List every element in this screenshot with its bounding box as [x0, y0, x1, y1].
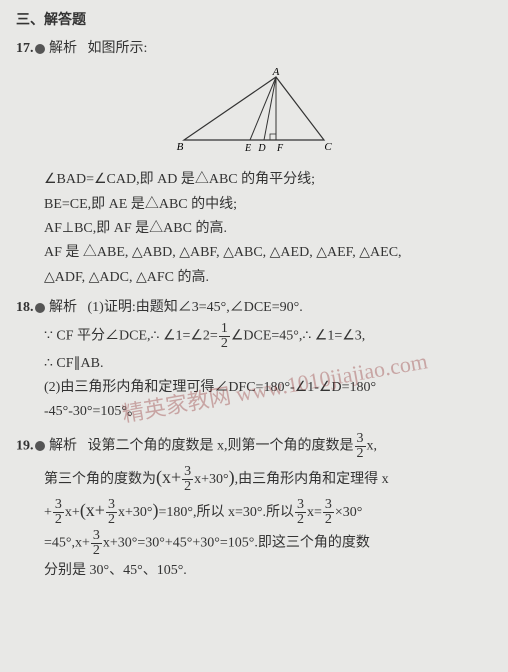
frac-den: 2	[53, 513, 64, 527]
p17-line2: BE=CE,即 AE 是△ABC 的中线;	[16, 194, 492, 216]
frac-den: 2	[295, 513, 306, 527]
p18-l2a: ∵ CF 平分∠DCE,∴ ∠1=∠2=	[44, 328, 218, 343]
p19-l4a: =45°,x+	[44, 536, 90, 551]
p18-header: 18. 解析 (1)证明:由题知∠3=45°,∠DCE=90°.	[16, 297, 492, 319]
p17-line1: ∠BAD=∠CAD,即 AD 是△ABC 的角平分线;	[16, 169, 492, 191]
line-ad	[264, 77, 276, 140]
frac-den: 2	[182, 480, 193, 494]
frac-half: 12	[219, 322, 230, 351]
p17-line4b: △ADF, △ADC, △AFC 的高.	[16, 267, 492, 289]
p19-l1a: 设第二个角的度数是 x,则第一个角的度数是	[88, 438, 354, 453]
p18-number: 18.	[16, 300, 34, 315]
bullet-icon	[35, 303, 45, 313]
frac-den: 2	[91, 544, 102, 558]
expr-mid: x+30°	[194, 472, 229, 487]
p17-header: 17. 解析 如图所示:	[16, 38, 492, 60]
problem-18: 18. 解析 (1)证明:由题知∠3=45°,∠DCE=90°. ∵ CF 平分…	[16, 297, 492, 424]
label-d: D	[257, 143, 266, 154]
frac-num: 3	[355, 432, 366, 447]
frac-den: 2	[106, 513, 117, 527]
p17-label: 解析	[49, 41, 77, 56]
paren-open: (x+	[156, 467, 181, 487]
p17-line3: AF⊥BC,即 AF 是△ABC 的高.	[16, 218, 492, 240]
frac-num: 3	[106, 498, 117, 513]
paren-open2: (x+	[80, 500, 105, 520]
p18-label: 解析	[49, 300, 77, 315]
frac-32-d: 32	[106, 498, 117, 527]
p18-line2: ∵ CF 平分∠DCE,∴ ∠1=∠2=12∠DCE=45°,∴ ∠1=∠3,	[16, 322, 492, 351]
p17-number: 17.	[16, 41, 34, 56]
p19-label: 解析	[49, 438, 77, 453]
frac-32-a: 32	[355, 432, 366, 461]
p18-line1: (1)证明:由题知∠3=45°,∠DCE=90°.	[88, 300, 303, 315]
p18-line3: ∴ CF∥AB.	[16, 353, 492, 375]
frac-den: 2	[355, 447, 366, 461]
bullet-icon	[35, 44, 45, 54]
frac-32-f: 32	[323, 498, 334, 527]
label-a: A	[272, 66, 280, 78]
p19-l3a: +	[44, 505, 52, 520]
label-c: C	[324, 141, 332, 153]
label-b: B	[177, 141, 184, 153]
p19-l3e: ×30°	[335, 505, 363, 520]
p19-line4: =45°,x+32x+30°=30°+45°+30°=105°.即这三个角的度数	[16, 529, 492, 558]
p19-l2a: 第三个角的度数为	[44, 472, 156, 487]
frac-den: 2	[219, 337, 230, 351]
p18-l2b: ∠DCE=45°,∴ ∠1=∠3,	[231, 328, 365, 343]
frac-32-e: 32	[295, 498, 306, 527]
p19-line2: 第三个角的度数为(x+32x+30°),由三角形内角和定理得 x	[16, 463, 492, 494]
right-angle-icon	[270, 134, 276, 140]
frac-den: 2	[323, 513, 334, 527]
p19-line3: +32x+(x+32x+30°)=180°,所以 x=30°.所以32x=32×…	[16, 496, 492, 527]
p19-header: 19. 解析 设第二个角的度数是 x,则第一个角的度数是32x,	[16, 432, 492, 461]
section-title: 三、解答题	[16, 10, 492, 32]
bullet-icon	[35, 441, 45, 451]
frac-num: 3	[182, 465, 193, 480]
p19-l4b: x+30°=30°+45°+30°=105°.即这三个角的度数	[103, 536, 370, 551]
p18-line4b: -45°-30°=105°。	[16, 401, 492, 423]
frac-num: 3	[91, 529, 102, 544]
problem-17: 17. 解析 如图所示: A B C E D F ∠BAD=∠CAD,即 AD …	[16, 38, 492, 289]
p19-l2b: ,由三角形内角和定理得 x	[235, 472, 389, 487]
frac-num: 3	[53, 498, 64, 513]
p18-line4a: (2)由三角形内角和定理可得∠DFC=180°-∠1-∠D=180°	[16, 377, 492, 399]
label-e: E	[244, 143, 251, 154]
p17-line4a: AF 是 △ABE, △ABD, △ABF, △ABC, △AED, △AEF,…	[16, 242, 492, 264]
expr-mid2: x+30°	[118, 505, 153, 520]
label-f: F	[276, 143, 284, 154]
p19-line5: 分别是 30°、45°、105°.	[16, 560, 492, 582]
frac-num: 1	[219, 322, 230, 337]
p19-l1b: x,	[367, 438, 378, 453]
frac-32-c: 32	[53, 498, 64, 527]
problem-19: 19. 解析 设第二个角的度数是 x,则第一个角的度数是32x, 第三个角的度数…	[16, 432, 492, 583]
frac-num: 3	[323, 498, 334, 513]
p19-l3c: =180°,所以 x=30°.所以	[158, 505, 294, 520]
p19-l3b: x+	[65, 505, 80, 520]
frac-num: 3	[295, 498, 306, 513]
p19-l3d: x=	[307, 505, 322, 520]
frac-32-g: 32	[91, 529, 102, 558]
p17-intro: 如图所示:	[88, 41, 148, 56]
frac-32-b: 32	[182, 465, 193, 494]
p17-figure: A B C E D F	[16, 65, 492, 163]
p19-number: 19.	[16, 438, 34, 453]
